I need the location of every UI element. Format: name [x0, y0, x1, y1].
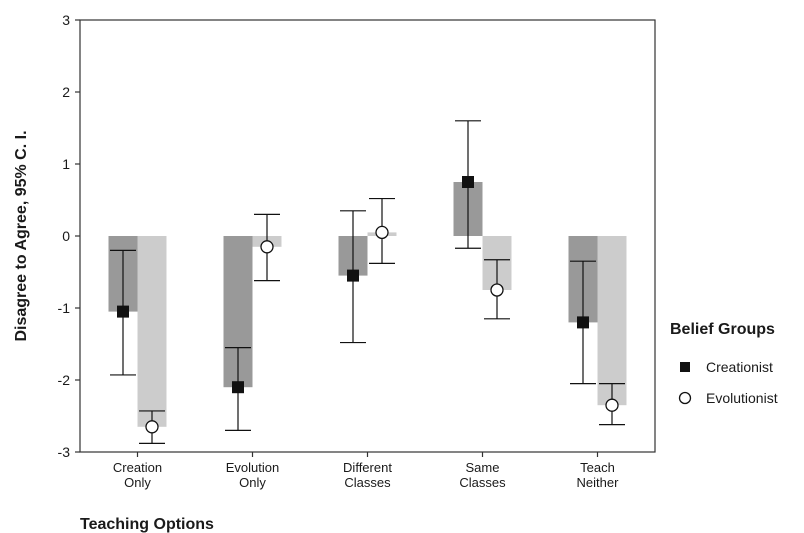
axes: -3-2-10123CreationOnlyEvolutionOnlyDiffe… [58, 12, 656, 490]
x-tick-label: Teach [580, 460, 615, 475]
legend-marker-evolutionist [678, 391, 692, 405]
bar-evolutionist [137, 236, 167, 427]
labels: Disagree to Agree, 95% C. I. Teaching Op… [13, 130, 214, 533]
point-marker-creationist [117, 305, 129, 318]
legend-title: Belief Groups [670, 321, 775, 338]
y-axis-title: Disagree to Agree, 95% C. I. [13, 130, 30, 341]
y-tick-label: -1 [58, 300, 71, 316]
y-tick-label: -3 [58, 444, 71, 460]
y-tick-label: -2 [58, 372, 71, 388]
point-marker-creationist [577, 316, 589, 329]
x-tick-label: Neither [577, 475, 620, 490]
x-tick-label: Classes [459, 475, 506, 490]
x-tick-label: Creation [113, 460, 162, 475]
legend-label-creationist: Creationist [706, 359, 773, 375]
legend-marker-creationist [680, 362, 690, 372]
x-tick-label: Evolution [226, 460, 279, 475]
point-marker-creationist [347, 269, 359, 282]
y-tick-label: 2 [62, 84, 70, 100]
point-marker-evolutionist [490, 283, 504, 297]
point-marker-evolutionist [605, 398, 619, 412]
bar-evolutionist [597, 236, 627, 406]
x-tick-label: Only [239, 475, 266, 490]
plot-area [108, 120, 627, 444]
y-tick-label: 3 [62, 12, 70, 28]
point-marker-evolutionist [375, 225, 389, 240]
x-tick-label: Classes [344, 475, 391, 490]
point-marker-evolutionist [145, 420, 159, 434]
x-tick-label: Only [124, 475, 151, 490]
y-tick-label: 1 [62, 156, 70, 172]
legend-label-evolutionist: Evolutionist [706, 390, 778, 406]
point-marker-creationist [462, 176, 474, 188]
point-marker-creationist [232, 381, 244, 394]
legend: Belief Groups Creationist Evolutionist [670, 321, 778, 406]
x-axis-title: Teaching Options [80, 516, 214, 533]
y-tick-label: 0 [62, 228, 70, 244]
point-marker-evolutionist [260, 240, 274, 254]
x-tick-label: Different [343, 460, 392, 475]
x-tick-label: Same [466, 460, 500, 475]
